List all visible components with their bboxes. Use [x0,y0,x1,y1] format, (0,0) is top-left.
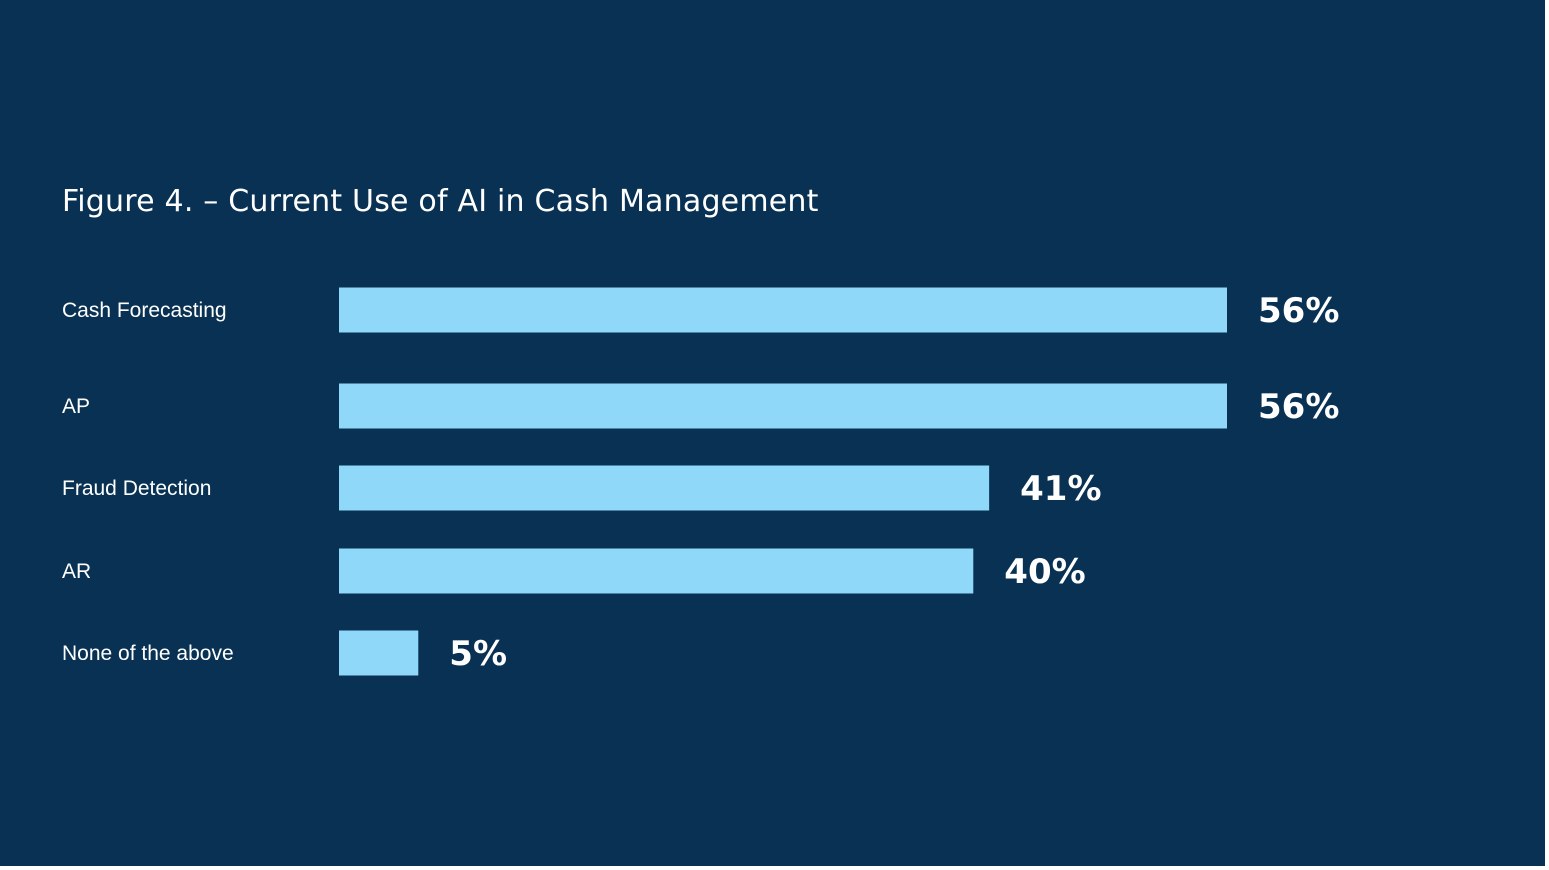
bars-layer: Cash Forecasting 56% AP 56% Fraud Detection 4… [62,287,1339,676]
chart-title: Figure 4. – Current Use of AI in Cash Ma… [62,184,819,219]
value-label: 56% [1258,291,1339,331]
bar [339,630,419,676]
bar [339,548,974,594]
category-label: AP [62,395,90,418]
bar [339,287,1227,333]
category-label: Fraud Detection [62,477,211,500]
value-label: 56% [1258,387,1339,427]
category-label: AR [62,560,91,583]
bar [339,465,990,511]
category-label: None of the above [62,642,234,665]
value-label: 40% [1004,552,1085,592]
value-label: 5% [449,634,507,674]
category-label: Cash Forecasting [62,299,227,322]
value-label: 41% [1020,469,1101,509]
bar [339,383,1227,429]
